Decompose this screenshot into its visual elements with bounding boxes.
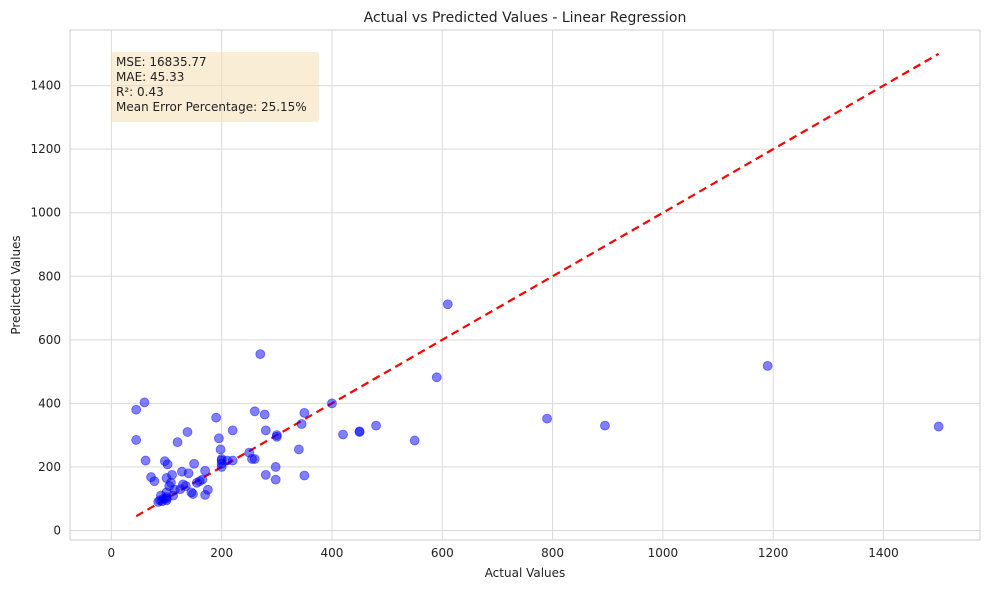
y-tick-label: 1400 bbox=[30, 79, 61, 93]
data-point bbox=[182, 427, 193, 437]
reference-line bbox=[135, 52, 940, 518]
data-point bbox=[354, 427, 365, 437]
data-point bbox=[542, 413, 552, 424]
x-tick-label: 200 bbox=[210, 546, 233, 560]
y-tick-label: 400 bbox=[38, 396, 61, 410]
y-tick-label: 200 bbox=[38, 460, 61, 474]
data-point bbox=[270, 474, 281, 485]
data-point bbox=[180, 481, 191, 491]
x-tick-label: 600 bbox=[431, 546, 454, 560]
data-point bbox=[293, 444, 304, 455]
data-point bbox=[260, 469, 271, 480]
data-point bbox=[149, 476, 160, 487]
mean-error-text: Mean Error Percentage: 25.15% bbox=[116, 100, 307, 114]
y-axis-label: Predicted Values bbox=[9, 235, 23, 334]
data-point bbox=[227, 425, 238, 436]
data-point bbox=[131, 435, 142, 445]
data-point bbox=[409, 435, 420, 446]
data-point bbox=[211, 412, 222, 423]
chart-title: Actual vs Predicted Values - Linear Regr… bbox=[364, 10, 687, 26]
stats-annotation: MSE: 16835.77 MAE: 45.33 R²: 0.43 Mean E… bbox=[116, 55, 307, 115]
data-point bbox=[299, 407, 310, 418]
data-point bbox=[371, 420, 381, 431]
y-tick-label: 1200 bbox=[30, 142, 61, 156]
y-tick-label: 600 bbox=[38, 333, 61, 347]
data-point bbox=[188, 489, 198, 499]
y-tick-label: 0 bbox=[53, 523, 61, 537]
data-point bbox=[259, 409, 270, 420]
data-point bbox=[327, 398, 337, 409]
data-point bbox=[600, 420, 610, 431]
y-tick-label: 1000 bbox=[30, 206, 61, 220]
data-point bbox=[338, 429, 348, 440]
x-tick-label: 400 bbox=[321, 546, 344, 560]
data-point bbox=[140, 455, 151, 466]
data-point bbox=[270, 462, 281, 472]
data-point bbox=[762, 360, 773, 371]
x-tick-labels: 0 200 400 600 800 1000 1200 1400 bbox=[108, 546, 899, 560]
x-axis-label: Actual Values bbox=[485, 566, 566, 580]
y-tick-label: 800 bbox=[38, 269, 61, 283]
data-point bbox=[442, 299, 453, 310]
data-point bbox=[214, 433, 224, 444]
data-point bbox=[249, 454, 260, 464]
data-point bbox=[183, 468, 194, 479]
data-point bbox=[255, 349, 266, 360]
data-point bbox=[131, 404, 142, 415]
data-point bbox=[202, 484, 213, 495]
data-point bbox=[249, 406, 260, 417]
data-point bbox=[215, 444, 226, 455]
stats-box bbox=[111, 52, 319, 122]
data-point bbox=[197, 474, 208, 485]
mse-text: MSE: 16835.77 bbox=[116, 55, 207, 69]
data-points bbox=[131, 299, 944, 507]
data-point bbox=[260, 425, 271, 436]
y-tick-labels: 0 200 400 600 800 1000 1200 1400 bbox=[30, 79, 61, 538]
data-point bbox=[271, 430, 282, 441]
x-tick-label: 0 bbox=[108, 546, 116, 560]
data-point bbox=[189, 458, 199, 469]
data-point bbox=[227, 455, 238, 466]
x-tick-label: 800 bbox=[541, 546, 564, 560]
x-tick-label: 1000 bbox=[648, 546, 679, 560]
data-point bbox=[139, 397, 150, 408]
mae-text: MAE: 45.33 bbox=[116, 70, 185, 84]
data-point bbox=[299, 470, 310, 481]
data-point bbox=[167, 469, 177, 480]
r2-text: R²: 0.43 bbox=[116, 85, 164, 99]
data-point bbox=[296, 419, 307, 429]
data-point bbox=[162, 459, 173, 470]
data-point bbox=[431, 372, 442, 383]
data-point bbox=[172, 437, 183, 448]
data-point bbox=[200, 465, 211, 476]
x-tick-label: 1400 bbox=[868, 546, 899, 560]
data-point bbox=[933, 421, 944, 432]
x-tick-label: 1200 bbox=[758, 546, 789, 560]
